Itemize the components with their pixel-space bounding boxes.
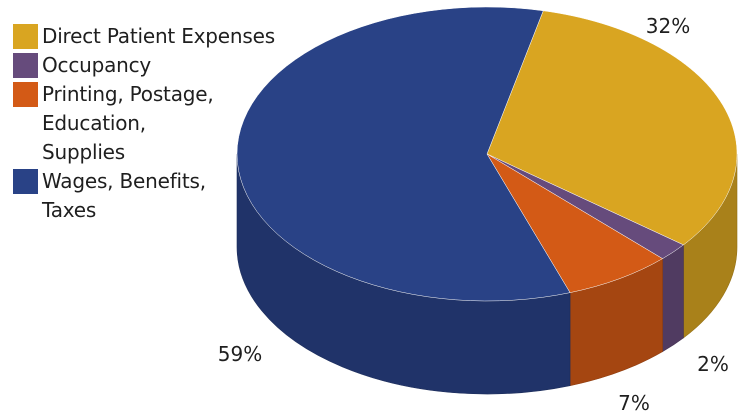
data-label-direct-patient-expenses: 32% — [646, 14, 690, 38]
legend: Direct Patient Expenses Occupancy Printi… — [13, 22, 313, 225]
pie-slice-direct-patient-expenses — [486, 10, 738, 246]
legend-item-printing-postage-education-supplies: Printing, Postage, Education, Supplies — [13, 80, 313, 167]
data-label-occupancy: 2% — [697, 352, 729, 376]
legend-label-direct-patient-expenses: Direct Patient Expenses — [42, 24, 275, 48]
legend-swatch-direct-patient-expenses — [13, 24, 38, 49]
legend-swatch-wages — [13, 169, 38, 194]
legend-swatch-printing-postage-education-supplies — [13, 82, 38, 107]
legend-swatch-occupancy — [13, 53, 38, 78]
legend-label-wages: Wages, Benefits, Taxes — [42, 169, 206, 222]
pie-top-faces — [236, 6, 738, 302]
legend-item-wages: Wages, Benefits, Taxes — [13, 167, 313, 225]
data-label-wages-benefits-taxes: 59% — [218, 342, 262, 366]
legend-item-occupancy: Occupancy — [13, 51, 313, 80]
legend-label-occupancy: Occupancy — [42, 53, 152, 77]
data-label-printing-postage-education-supplies: 7% — [618, 391, 650, 415]
pie-slice-printing-postage-education-supplies — [486, 153, 664, 293]
pie-side-walls — [236, 153, 738, 395]
legend-label-printing-postage-education-supplies: Printing, Postage, Education, Supplies — [42, 82, 214, 164]
pie-side-occupancy — [662, 244, 684, 353]
legend-item-direct-patient-expenses: Direct Patient Expenses — [13, 22, 313, 51]
pie-slice-wages-benefits-taxes — [236, 6, 571, 302]
